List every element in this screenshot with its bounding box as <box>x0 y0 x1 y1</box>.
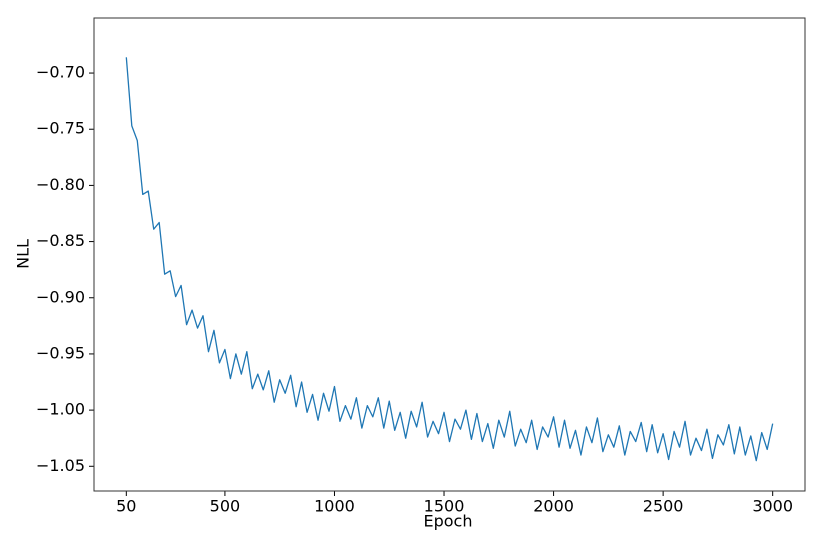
y-tick-label: −1.00 <box>36 400 85 419</box>
y-tick-label: −0.85 <box>36 231 85 250</box>
x-tick-label: 1500 <box>424 497 465 516</box>
y-tick-label: −0.95 <box>36 343 85 362</box>
plot-frame <box>93 17 806 492</box>
y-tick-label: −1.05 <box>36 456 85 475</box>
x-axis-label: Epoch <box>424 512 473 531</box>
y-tick-label: −0.80 <box>36 175 85 194</box>
x-tick-label: 3000 <box>752 497 793 516</box>
y-tick-label: −0.75 <box>36 119 85 138</box>
x-tick-label: 500 <box>210 497 241 516</box>
x-tick-label: 1000 <box>314 497 355 516</box>
x-tick-label: 50 <box>116 497 136 516</box>
y-tick-label: −0.70 <box>36 63 85 82</box>
x-tick-label: 2000 <box>533 497 574 516</box>
y-axis-label: NLL <box>14 239 33 269</box>
x-tick-label: 2500 <box>643 497 684 516</box>
line <box>125 57 774 462</box>
y-tick-label: −0.90 <box>36 287 85 306</box>
